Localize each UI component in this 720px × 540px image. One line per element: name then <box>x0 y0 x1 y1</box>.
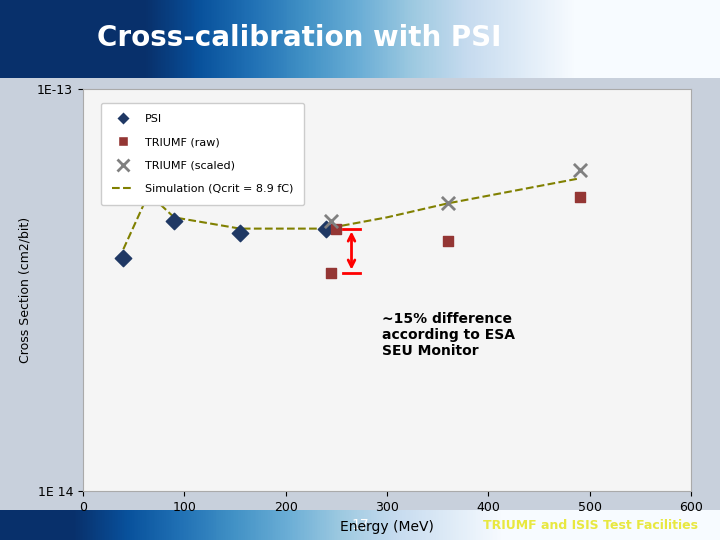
Text: 17: 17 <box>351 518 369 532</box>
TRIUMF (raw) <box>330 224 342 233</box>
PSI <box>143 189 155 198</box>
X-axis label: Energy (MeV): Energy (MeV) <box>340 519 434 534</box>
PSI <box>117 254 129 262</box>
TRIUMF (raw) <box>574 192 585 201</box>
TRIUMF (raw) <box>442 237 454 245</box>
TRIUMF (scaled) <box>442 199 454 208</box>
Text: Cross-calibration with PSI: Cross-calibration with PSI <box>97 24 502 52</box>
TRIUMF (raw) <box>325 268 337 277</box>
PSI <box>168 217 180 225</box>
TRIUMF (scaled) <box>574 165 585 174</box>
PSI <box>320 224 332 233</box>
Text: TRIUMF and ISIS Test Facilities: TRIUMF and ISIS Test Facilities <box>483 518 698 532</box>
Y-axis label: Cross Section (cm2/bit): Cross Section (cm2/bit) <box>19 217 32 363</box>
Legend: PSI, TRIUMF (raw), TRIUMF (scaled), Simulation (Qcrit = 8.9 fC): PSI, TRIUMF (raw), TRIUMF (scaled), Simu… <box>101 103 305 205</box>
PSI <box>234 228 246 237</box>
Text: ~15% difference
according to ESA
SEU Monitor: ~15% difference according to ESA SEU Mon… <box>382 312 515 358</box>
TRIUMF (scaled) <box>325 217 337 225</box>
